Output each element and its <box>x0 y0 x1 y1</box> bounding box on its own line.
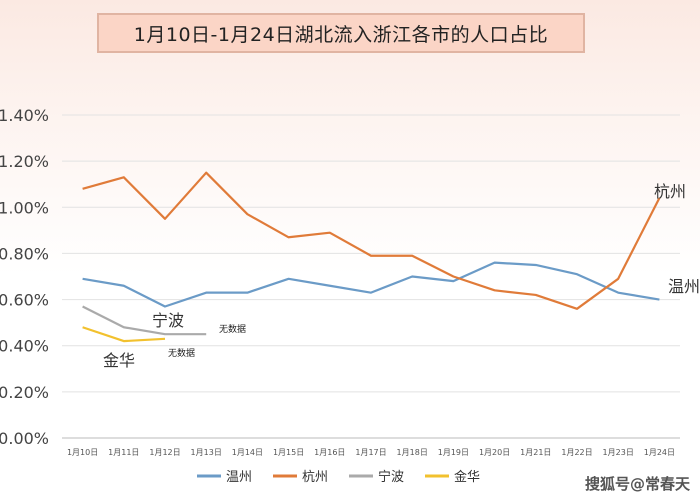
legend-label: 杭州 <box>302 470 328 485</box>
annotation-jinhua: 金华 <box>103 351 135 370</box>
y-tick-label: 0.60% <box>0 291 49 310</box>
series-line <box>82 326 166 343</box>
y-tick-label: 0.40% <box>0 337 49 356</box>
annotation-no-data-ningbo: 无数据 <box>219 323 246 335</box>
x-tick-label: 1月10日 <box>67 448 98 457</box>
y-tick-label: 0.80% <box>0 244 49 263</box>
x-tick-label: 1月20日 <box>479 448 510 457</box>
watermark: 搜狐号@常春天 <box>584 475 690 493</box>
y-tick-label: 1.20% <box>0 152 49 171</box>
legend-label: 温州 <box>226 470 252 485</box>
annotation-hangzhou: 杭州 <box>654 182 686 201</box>
x-tick-label: 1月12日 <box>149 448 180 457</box>
series-line <box>82 171 661 310</box>
y-tick-label: 1.00% <box>0 198 49 217</box>
series-line <box>82 305 207 336</box>
x-tick-label: 1月23日 <box>603 448 634 457</box>
annotation-no-data-jinhua: 无数据 <box>168 347 195 359</box>
x-tick-label: 1月11日 <box>108 448 139 457</box>
x-tick-label: 1月19日 <box>438 448 469 457</box>
annotation-ningbo: 宁波 <box>152 311 184 330</box>
series-line <box>82 261 660 308</box>
y-tick-label: 0.20% <box>0 383 49 402</box>
x-tick-label: 1月15日 <box>273 448 304 457</box>
legend-label: 宁波 <box>378 469 404 485</box>
y-tick-label: 0.00% <box>0 429 49 448</box>
legend-label: 金华 <box>454 469 480 485</box>
x-tick-label: 1月22日 <box>561 448 592 457</box>
chart-title: 1月10日-1月24日湖北流入浙江各市的人口占比 <box>97 13 585 53</box>
x-tick-label: 1月16日 <box>314 448 345 457</box>
x-tick-label: 1月21日 <box>520 448 551 457</box>
x-tick-label: 1月13日 <box>191 448 222 457</box>
x-tick-label: 1月18日 <box>397 448 428 457</box>
annotation-wenzhou: 温州 <box>668 277 700 296</box>
x-tick-label: 1月14日 <box>232 448 263 457</box>
x-tick-label: 1月17日 <box>355 448 386 457</box>
y-tick-label: 1.40% <box>0 106 49 125</box>
x-tick-label: 1月24日 <box>644 448 675 457</box>
